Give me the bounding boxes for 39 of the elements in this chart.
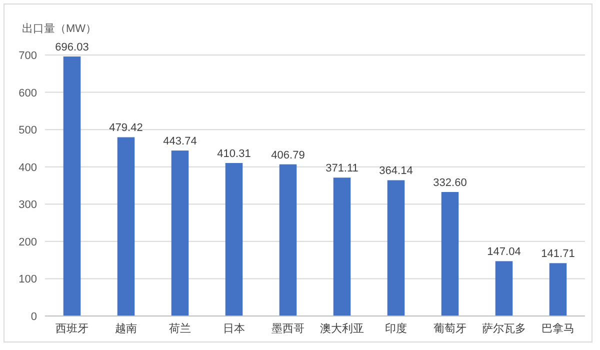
x-tick-label: 西班牙: [56, 322, 88, 335]
y-tick-label: 600: [18, 87, 37, 100]
x-tick-label: 越南: [115, 322, 137, 335]
bar: [333, 178, 351, 316]
data-label: 406.79: [271, 149, 305, 162]
y-tick-label: 500: [18, 124, 37, 137]
bar: [225, 163, 243, 316]
data-label: 364.14: [379, 165, 413, 178]
bar: [63, 56, 81, 316]
data-label: 141.71: [541, 248, 575, 260]
y-axis-title: 出口量（MW）: [22, 22, 97, 35]
data-label: 371.11: [326, 162, 358, 175]
bar: [279, 164, 297, 316]
x-tick-label: 葡萄牙: [434, 322, 466, 335]
x-tick-label: 澳大利亚: [320, 322, 364, 335]
y-tick-label: 700: [18, 50, 37, 62]
bar: [117, 137, 135, 316]
x-tick-label: 日本: [223, 322, 245, 335]
data-label: 443.74: [163, 136, 197, 148]
data-label: 410.31: [217, 148, 251, 160]
x-tick-label: 印度: [385, 322, 407, 335]
bar: [549, 263, 567, 316]
bar: [171, 150, 189, 316]
y-tick-label: 100: [18, 274, 37, 286]
data-label: 332.60: [433, 176, 467, 189]
x-tick-label: 巴拿马: [542, 322, 574, 335]
x-tick-label: 荷兰: [169, 322, 191, 335]
bar: [495, 261, 513, 316]
y-tick-label: 200: [18, 236, 37, 248]
y-tick-label: 0: [30, 311, 37, 323]
x-tick-label: 墨西哥: [272, 323, 304, 335]
bar: [387, 180, 405, 316]
y-tick-label: 300: [18, 199, 37, 212]
data-label: 479.42: [109, 122, 143, 134]
y-tick-label: 400: [18, 162, 37, 174]
data-label: 696.03: [55, 41, 89, 54]
x-tick-label: 萨尔瓦多: [482, 322, 526, 335]
data-label: 147.04: [487, 246, 521, 258]
bar: [441, 192, 459, 316]
